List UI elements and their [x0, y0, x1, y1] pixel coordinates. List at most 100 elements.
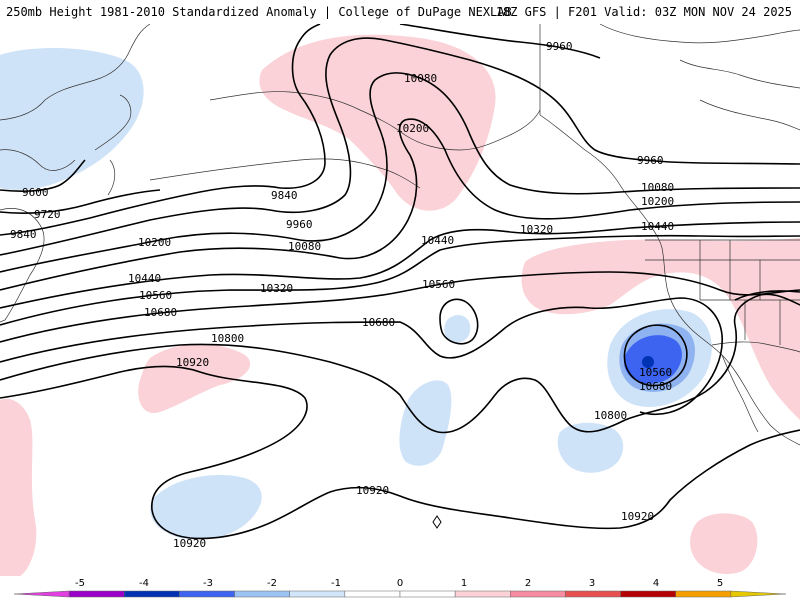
- contour-9840-west: [0, 185, 281, 236]
- pole-marker: [432, 515, 442, 529]
- contour-label: 10920: [621, 510, 654, 523]
- positive-anomaly-west: [0, 398, 37, 576]
- contour-10920: [0, 365, 800, 540]
- mexico-border: [711, 341, 800, 353]
- contour-10680-east: [734, 290, 800, 301]
- kamchatka-outline: [94, 94, 132, 196]
- anomaly-color-legend: -5 -4 -3 -2 -1 0 1 2 3 4 5: [13, 578, 787, 598]
- model-run-info: 18Z GFS | F201 Valid: 03Z MON NOV 24 202…: [495, 5, 792, 19]
- contour-label: 10320: [520, 223, 553, 236]
- contour-label: 10080: [404, 72, 437, 85]
- contour-label: 10440: [128, 272, 161, 285]
- contour-label: 9840: [271, 189, 298, 202]
- contour-9960-ne: [399, 24, 601, 59]
- map-header: 250mb Height 1981-2010 Standardized Anom…: [0, 0, 800, 24]
- positive-anomaly-pacific-ne: [521, 238, 800, 420]
- legend-swatch: [510, 590, 566, 598]
- geography-outlines: [0, 24, 800, 446]
- contour-label: 10440: [421, 234, 454, 247]
- contour-10080: [0, 72, 800, 273]
- positive-anomaly-central: [138, 344, 251, 413]
- legend-swatch: [730, 590, 787, 598]
- negative-anomaly-cutoff-core: [642, 356, 654, 368]
- contour-label: 10200: [396, 122, 429, 135]
- contour-10320: [0, 221, 800, 309]
- contour-label-layer: 9960 10080 10200 9960 10080 10200 10440 …: [10, 40, 674, 550]
- legend-swatch: [565, 590, 621, 598]
- legend-tick-label: 4: [653, 578, 659, 589]
- bc-coastline: [539, 114, 663, 249]
- contour-label: 10680: [144, 306, 177, 319]
- contour-9840-loop: [279, 24, 326, 189]
- legend-swatch: [234, 590, 290, 598]
- legend-swatch: [620, 590, 676, 598]
- contour-10200: [0, 118, 800, 291]
- aleutian-chain: [149, 158, 421, 189]
- legend-tick-label: 3: [589, 578, 595, 589]
- legend-tick-label: -5: [75, 578, 85, 589]
- canada-arctic-coast: [599, 24, 800, 131]
- contour-label: 10920: [173, 537, 206, 550]
- legend-swatch: [289, 590, 346, 598]
- contour-label: 10800: [211, 332, 244, 345]
- legend-tick-label: -3: [203, 578, 213, 589]
- contour-label: 10200: [138, 236, 171, 249]
- contour-label: 10440: [641, 220, 674, 233]
- legend-swatch: [344, 590, 401, 598]
- negative-anomaly-nw: [0, 48, 144, 190]
- contour-label: 9960: [637, 154, 664, 167]
- legend-swatch: [179, 590, 235, 598]
- contour-label: 10560: [422, 278, 455, 291]
- contour-label: 10680: [362, 316, 395, 329]
- contour-label: 9720: [34, 208, 61, 221]
- contour-10680: [0, 297, 723, 416]
- asia-coastline: [0, 24, 151, 323]
- contour-label: 10080: [641, 181, 674, 194]
- contour-10560-cutoff: [623, 324, 688, 387]
- alaska-coastline: [209, 91, 541, 151]
- negative-anomaly-mid: [399, 380, 452, 466]
- legend-tick-label: -1: [331, 578, 341, 589]
- contour-label: 9960: [546, 40, 573, 53]
- contour-label: 10800: [594, 409, 627, 422]
- legend-color-bar: [13, 590, 787, 598]
- contour-10800: [0, 293, 800, 434]
- negative-anomaly-southwest: [150, 474, 262, 540]
- contour-9600: [0, 159, 86, 192]
- contour-label: 10200: [641, 195, 674, 208]
- contour-10440: [0, 234, 800, 326]
- contour-9720: [0, 189, 161, 214]
- legend-tick-label: 0: [397, 578, 403, 589]
- legend-swatch: [399, 590, 456, 598]
- contour-label: 10920: [356, 484, 389, 497]
- legend-swatch: [454, 590, 511, 598]
- legend-tick-labels: -5 -4 -3 -2 -1 0 1 2 3 4 5: [75, 578, 723, 589]
- legend-tick-label: 5: [717, 578, 723, 589]
- height-contours: [0, 24, 800, 540]
- legend-swatch: [675, 590, 732, 598]
- legend-swatch: [68, 590, 125, 598]
- legend-tick-label: -4: [139, 578, 149, 589]
- height-anomaly-map: 9960 10080 10200 9960 10080 10200 10440 …: [0, 24, 800, 576]
- negative-anomaly-small: [444, 315, 471, 343]
- contour-label: 10680: [639, 380, 672, 393]
- contour-label: 9960: [286, 218, 313, 231]
- negative-anomaly-southeast: [557, 422, 624, 473]
- legend-swatch: [124, 590, 180, 598]
- map-title: 250mb Height 1981-2010 Standardized Anom…: [6, 5, 512, 19]
- contour-10560-small-loop: [439, 298, 479, 345]
- legend-swatch: [13, 590, 70, 598]
- contour-label: 10560: [639, 366, 672, 379]
- contour-9960-west: [0, 37, 800, 256]
- contour-label: 10560: [139, 289, 172, 302]
- legend-tick-label: 1: [461, 578, 467, 589]
- legend-tick-label: -2: [267, 578, 277, 589]
- legend-tick-label: 2: [525, 578, 531, 589]
- contour-label: 10080: [288, 240, 321, 253]
- contour-label: 9600: [22, 186, 49, 199]
- contour-10560: [0, 271, 800, 343]
- contour-label: 9840: [10, 228, 37, 241]
- anomaly-shading: [0, 34, 800, 576]
- positive-anomaly-southeast: [690, 513, 758, 575]
- contour-label: 10920: [176, 356, 209, 369]
